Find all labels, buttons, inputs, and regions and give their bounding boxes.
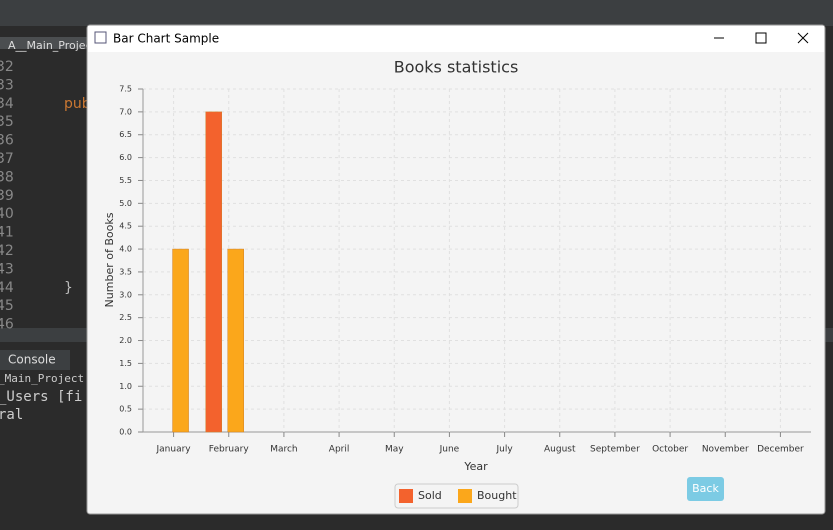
x-tick-label: July <box>495 445 513 455</box>
console-line: ral <box>0 407 23 423</box>
window: Bar Chart Sample Books statistics Year N… <box>86 24 826 515</box>
code: pub <box>64 96 91 112</box>
legend-swatch <box>458 489 472 503</box>
x-tick-label: December <box>757 445 804 455</box>
window-title: Bar Chart Sample <box>113 32 219 46</box>
legend <box>394 483 519 509</box>
x-tick-label: April <box>329 445 350 455</box>
line-number: 42 <box>0 243 14 259</box>
close-button[interactable] <box>797 32 809 44</box>
back-button[interactable] <box>687 477 724 501</box>
console-tab[interactable]: Console <box>8 353 56 367</box>
y-tick-label: 2.5 <box>119 313 132 322</box>
plot-area <box>143 89 811 432</box>
y-axis-label: Number of Books <box>103 212 116 307</box>
y-tick-label: 4.0 <box>119 245 132 254</box>
line-number: 44 <box>0 280 14 296</box>
y-tick-label: 2.0 <box>119 336 132 345</box>
y-tick-label: 1.0 <box>119 382 132 391</box>
bar <box>227 248 244 433</box>
y-tick-label: 3.0 <box>119 290 132 299</box>
y-tick-label: 0.5 <box>119 405 132 414</box>
bar <box>205 111 222 433</box>
y-tick-label: 1.5 <box>119 359 132 368</box>
legend-swatch <box>399 489 413 503</box>
back-button-label[interactable]: Back <box>692 482 719 495</box>
x-tick-label: May <box>385 445 404 455</box>
editor-tab-bg <box>0 37 87 49</box>
line-number: 41 <box>0 225 14 241</box>
line-number: 37 <box>0 151 14 167</box>
y-tick-label: 6.5 <box>119 130 132 139</box>
x-tick-label: September <box>590 445 640 455</box>
editor-tab[interactable]: A__Main_Project <box>8 39 97 52</box>
legend-label: Sold <box>418 489 442 502</box>
line-number: 45 <box>0 298 14 314</box>
y-tick-label: 5.5 <box>119 176 132 185</box>
y-tick-label: 0.0 <box>119 428 132 437</box>
x-tick-label: November <box>702 445 749 455</box>
line-number: 35 <box>0 114 14 130</box>
line-number: 39 <box>0 188 14 204</box>
line-number: 40 <box>0 206 14 222</box>
x-tick-label: August <box>544 445 576 455</box>
line-number: 33 <box>0 77 14 93</box>
x-tick-label: October <box>652 445 688 455</box>
console-line: _Users [fi <box>0 389 82 405</box>
y-tick-label: 5.0 <box>119 199 132 208</box>
x-axis-label: Year <box>463 460 488 473</box>
line-number: 38 <box>0 169 14 185</box>
x-tick-label: March <box>270 445 297 455</box>
chart-title: Books statistics <box>394 58 519 77</box>
legend-label: Bought <box>477 489 517 502</box>
y-tick-label: 6.0 <box>119 153 132 162</box>
line-number: 34 <box>0 96 14 112</box>
console-tab-bg <box>0 350 70 370</box>
line-number: 36 <box>0 133 14 149</box>
x-tick-label: January <box>156 445 192 455</box>
y-tick-label: 7.0 <box>119 107 132 116</box>
y-tick-label: 4.5 <box>119 222 132 231</box>
maximize-button[interactable] <box>755 32 767 44</box>
line-number: 46 <box>0 317 14 333</box>
window-icon <box>94 31 107 44</box>
code: } <box>64 280 73 296</box>
bar <box>172 248 189 433</box>
x-tick-label: June <box>439 445 460 455</box>
y-tick-label: 3.5 <box>119 267 132 276</box>
line-number: 32 <box>0 59 14 75</box>
title-bar <box>88 26 824 52</box>
line-number: 43 <box>0 261 14 277</box>
y-tick-label: 7.5 <box>119 85 132 94</box>
x-tick-label: February <box>209 445 250 455</box>
toolbar <box>0 0 833 26</box>
